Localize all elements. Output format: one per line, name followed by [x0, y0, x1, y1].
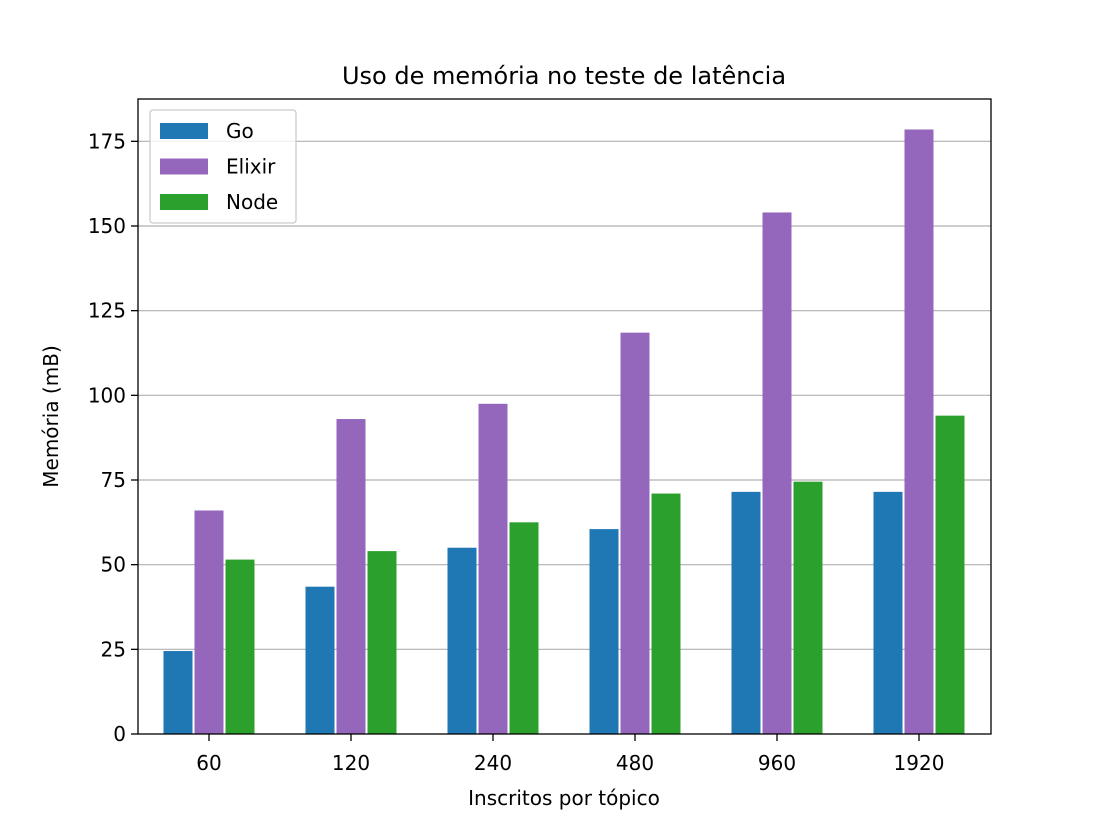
bar-node-1920: [935, 415, 965, 734]
bar-elixir-1920: [904, 129, 934, 735]
legend-swatch-node: [160, 194, 208, 210]
x-tick-label: 240: [474, 751, 512, 775]
bar-go-60: [163, 651, 193, 734]
bar-elixir-960: [762, 212, 792, 734]
bar-node-60: [225, 559, 255, 734]
legend: Go Elixir Node: [149, 109, 297, 224]
grid-lines: [138, 140, 991, 650]
x-tick-label: 480: [616, 751, 654, 775]
y-axis-label: Memória (mB): [39, 345, 63, 487]
y-tick-label: 125: [88, 299, 126, 323]
y-tick-label: 0: [113, 722, 126, 746]
bar-go-240: [447, 547, 477, 734]
bars: [163, 129, 965, 735]
legend-swatch-elixir: [160, 158, 208, 175]
bar-go-120: [305, 586, 335, 734]
y-tick-label: 25: [101, 637, 126, 661]
bar-node-960: [793, 481, 823, 734]
legend-label-node: Node: [226, 190, 278, 214]
y-tick-label: 150: [88, 214, 126, 238]
x-tick-label: 960: [758, 751, 796, 775]
bar-node-120: [367, 551, 397, 734]
bar-go-960: [731, 491, 761, 734]
legend-label-go: Go: [226, 119, 254, 143]
legend-swatch-go: [160, 123, 208, 139]
legend-label-elixir: Elixir: [226, 155, 276, 179]
y-tick-label: 100: [88, 383, 126, 407]
x-axis-label: Inscritos por tópico: [468, 786, 660, 810]
x-tick-label: 1920: [894, 751, 945, 775]
bar-elixir-120: [336, 419, 366, 734]
y-tick-label: 75: [101, 468, 126, 492]
x-tick-label: 120: [332, 751, 370, 775]
axes: 0 25 50 75 100 125 150 175 60 120 240 480 960 1920: [88, 129, 945, 775]
x-tick-label: 60: [196, 751, 221, 775]
bar-go-480: [589, 529, 619, 734]
bar-elixir-60: [194, 510, 224, 734]
bar-elixir-480: [620, 332, 650, 734]
bar-node-480: [651, 493, 681, 734]
y-tick-label: 50: [101, 553, 126, 577]
chart-title: Uso de memória no teste de latência: [342, 62, 786, 90]
plot-area-frame: [137, 98, 992, 735]
y-tick-label: 175: [88, 129, 126, 153]
bar-go-1920: [873, 491, 903, 734]
bar-elixir-240: [478, 403, 508, 734]
bar-node-240: [509, 522, 539, 734]
